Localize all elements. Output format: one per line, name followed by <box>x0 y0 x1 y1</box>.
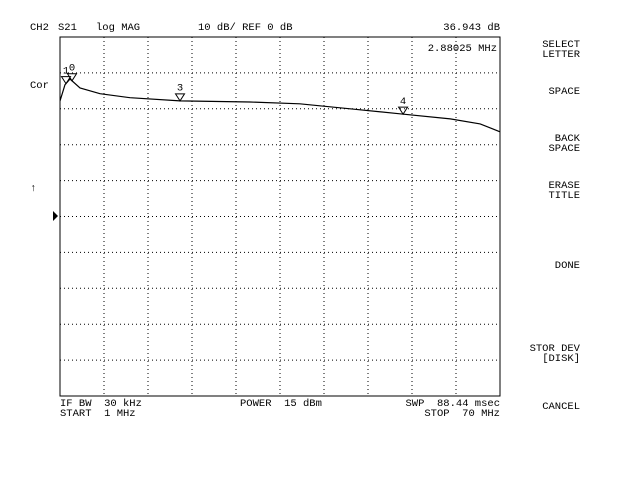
softkey[interactable]: SPACE <box>548 86 580 98</box>
power: POWER 15 dBm <box>240 398 322 410</box>
arrow: ↑ <box>30 183 36 195</box>
softkey[interactable]: SELECT <box>542 39 580 51</box>
marker-label: 0 <box>69 63 75 75</box>
softkey[interactable]: LETTER <box>542 49 581 61</box>
marker <box>66 73 78 82</box>
sweep-time: SWP 88.44 msec <box>405 398 500 410</box>
marker-label: 1 <box>63 65 69 77</box>
marker-frequency: 2.88025 MHz <box>428 43 497 55</box>
softkey[interactable]: TITLE <box>548 190 580 202</box>
softkey[interactable]: DONE <box>555 260 580 272</box>
marker <box>397 106 409 116</box>
parameter: S21 <box>58 22 77 34</box>
softkey[interactable]: ERASE <box>548 180 580 192</box>
marker-label: 3 <box>177 83 183 95</box>
softkey[interactable]: BACK <box>555 133 581 145</box>
softkey[interactable]: [DISK] <box>542 353 580 365</box>
channel: CH2 <box>30 22 49 34</box>
scale: 10 dB/ REF 0 dB <box>198 22 293 34</box>
start-frequency: START 1 MHz <box>60 408 136 420</box>
softkey[interactable]: SPACE <box>548 143 580 155</box>
marker <box>60 76 72 85</box>
softkey[interactable]: CANCEL <box>542 401 580 413</box>
marker-label: 4 <box>400 96 406 108</box>
correction-flag: Cor <box>30 80 49 92</box>
marker <box>174 93 186 102</box>
if-bandwidth: IF BW 30 kHz <box>60 398 142 410</box>
marker-readout: 36.943 dB <box>443 22 500 34</box>
softkey[interactable]: STOR DEV <box>530 343 581 355</box>
stop-frequency: STOP 70 MHz <box>424 408 500 420</box>
format: log MAG <box>96 22 140 34</box>
reference-pointer <box>53 211 58 221</box>
